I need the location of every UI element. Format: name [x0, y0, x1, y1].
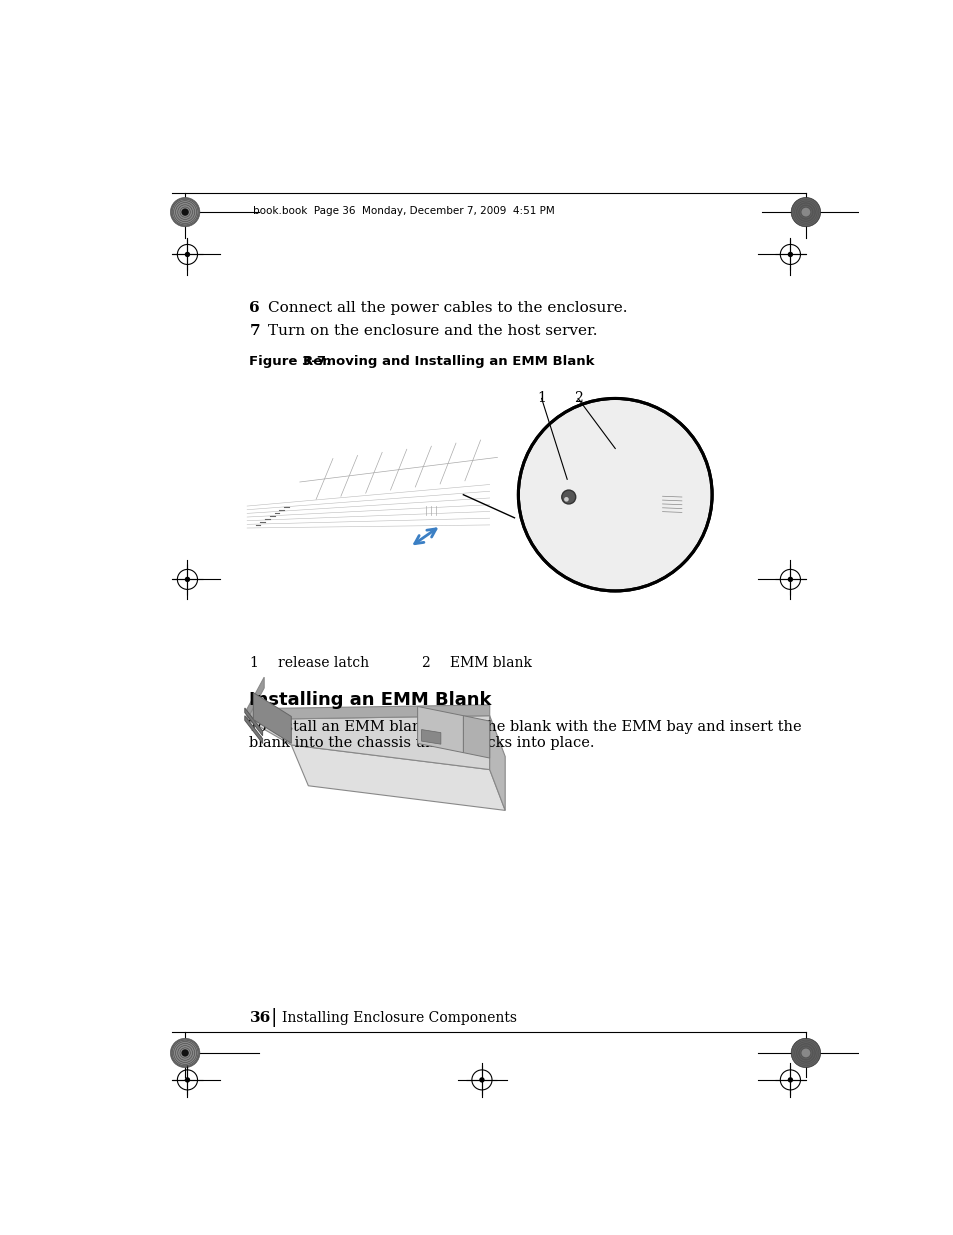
- Circle shape: [185, 577, 190, 582]
- Text: 2: 2: [421, 656, 430, 671]
- Polygon shape: [551, 739, 607, 777]
- Circle shape: [787, 577, 792, 582]
- Text: 1: 1: [249, 656, 258, 671]
- Circle shape: [171, 198, 199, 227]
- Polygon shape: [661, 731, 682, 755]
- Circle shape: [561, 490, 575, 504]
- Circle shape: [790, 198, 820, 227]
- Circle shape: [801, 1049, 809, 1057]
- Polygon shape: [245, 708, 262, 736]
- Polygon shape: [543, 703, 684, 734]
- Circle shape: [185, 252, 190, 257]
- Text: Connect all the power cables to the enclosure.: Connect all the power cables to the encl…: [268, 300, 627, 315]
- Circle shape: [181, 209, 189, 216]
- Text: release latch: release latch: [278, 656, 369, 671]
- Text: book.book  Page 36  Monday, December 7, 2009  4:51 PM: book.book Page 36 Monday, December 7, 20…: [253, 206, 554, 216]
- Text: 1: 1: [537, 391, 545, 405]
- Circle shape: [787, 252, 792, 257]
- Text: Figure 3-7.: Figure 3-7.: [249, 354, 332, 368]
- Text: EMM blank: EMM blank: [450, 656, 532, 671]
- Text: blank into the chassis until it clicks into place.: blank into the chassis until it clicks i…: [249, 736, 595, 750]
- Polygon shape: [245, 716, 262, 743]
- Circle shape: [787, 1077, 792, 1083]
- Circle shape: [171, 1039, 199, 1067]
- Text: 6: 6: [249, 300, 260, 315]
- Polygon shape: [543, 772, 661, 799]
- Circle shape: [801, 207, 809, 216]
- Text: Installing an EMM Blank: Installing an EMM Blank: [249, 692, 492, 709]
- Circle shape: [563, 496, 568, 501]
- Text: 36: 36: [249, 1010, 271, 1025]
- Polygon shape: [247, 677, 264, 720]
- Text: Installing Enclosure Components: Installing Enclosure Components: [282, 1010, 517, 1025]
- Polygon shape: [247, 705, 489, 720]
- Circle shape: [517, 399, 711, 592]
- Polygon shape: [291, 745, 505, 810]
- Circle shape: [185, 1077, 190, 1083]
- Polygon shape: [417, 706, 463, 752]
- Text: |: |: [270, 1008, 276, 1028]
- Polygon shape: [489, 716, 505, 810]
- Polygon shape: [253, 693, 291, 743]
- Text: Removing and Installing an EMM Blank: Removing and Installing an EMM Blank: [303, 354, 594, 368]
- Text: Turn on the enclosure and the host server.: Turn on the enclosure and the host serve…: [268, 324, 597, 337]
- Polygon shape: [463, 716, 489, 758]
- Polygon shape: [247, 716, 489, 769]
- Text: 7: 7: [249, 324, 260, 337]
- Text: To install an EMM blank, align the blank with the EMM bay and insert the: To install an EMM blank, align the blank…: [249, 720, 801, 734]
- Circle shape: [181, 1050, 189, 1057]
- Circle shape: [478, 1077, 484, 1083]
- Polygon shape: [543, 714, 677, 814]
- Polygon shape: [421, 730, 440, 745]
- Circle shape: [790, 1039, 820, 1067]
- Text: 2: 2: [573, 391, 582, 405]
- Polygon shape: [661, 703, 684, 803]
